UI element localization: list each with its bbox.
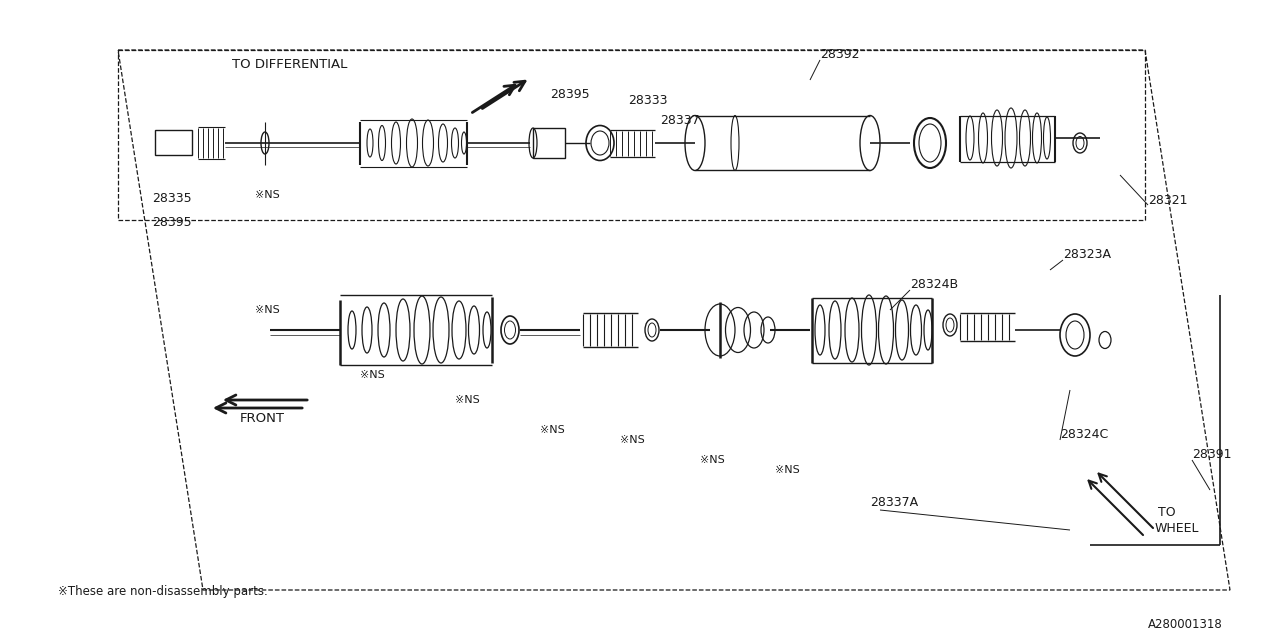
Text: 28395: 28395	[550, 88, 590, 102]
Text: WHEEL: WHEEL	[1155, 522, 1199, 534]
Text: A280001318: A280001318	[1148, 618, 1222, 632]
Text: 28337: 28337	[660, 113, 700, 127]
Text: 28392: 28392	[820, 49, 859, 61]
Text: 28395: 28395	[152, 216, 192, 228]
Text: TO: TO	[1158, 506, 1175, 518]
Text: 28321: 28321	[1148, 193, 1188, 207]
Text: 28324C: 28324C	[1060, 429, 1108, 442]
Text: 28323A: 28323A	[1062, 248, 1111, 262]
Text: ※NS: ※NS	[540, 425, 564, 435]
Text: TO DIFFERENTIAL: TO DIFFERENTIAL	[232, 58, 347, 72]
Text: 28333: 28333	[628, 93, 667, 106]
Text: ※NS: ※NS	[454, 395, 480, 405]
Text: ※NS: ※NS	[620, 435, 645, 445]
Text: ※NS: ※NS	[360, 370, 385, 380]
Text: ※These are non-disassembly parts.: ※These are non-disassembly parts.	[58, 586, 268, 598]
Text: 28337A: 28337A	[870, 497, 918, 509]
Text: 28324B: 28324B	[910, 278, 959, 291]
Text: ※NS: ※NS	[255, 305, 280, 315]
Text: ※NS: ※NS	[255, 190, 280, 200]
Text: 28391: 28391	[1192, 449, 1231, 461]
Text: ※NS: ※NS	[774, 465, 800, 475]
Text: ※NS: ※NS	[700, 455, 724, 465]
Text: FRONT: FRONT	[241, 412, 285, 424]
Text: 28335: 28335	[152, 191, 192, 205]
